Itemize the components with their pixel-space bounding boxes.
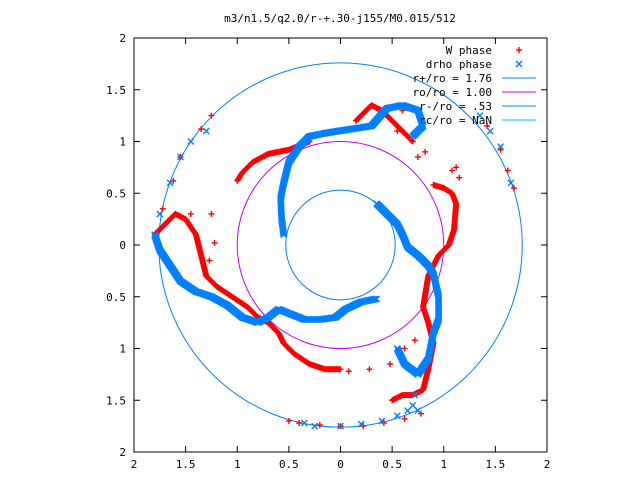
x-tick-label: 0.5 xyxy=(279,458,299,471)
x-tick-label: 0 xyxy=(337,458,344,471)
cross-point-b xyxy=(409,401,417,409)
cross-point-b xyxy=(411,391,419,399)
cross-point-b xyxy=(300,419,308,427)
cross-point-b xyxy=(279,228,287,236)
cross-point-b xyxy=(156,210,164,218)
cross-point-b xyxy=(357,420,365,428)
x-tick-label: 1 xyxy=(234,458,241,471)
y-tick-label: 0.5 xyxy=(106,291,126,304)
cross-point-b xyxy=(393,412,401,420)
cross-point-b xyxy=(515,60,523,68)
axis-ticks: 2 1.5 1 0.5 0 0.5 1 1.5 221.510.500.511.52 xyxy=(106,32,550,471)
cross-point-b xyxy=(280,231,288,239)
data-series xyxy=(151,101,517,430)
cross-point-b xyxy=(311,422,319,430)
circle-0.53 xyxy=(285,189,396,301)
y-tick-label: 0 xyxy=(119,239,126,252)
cross-point-b xyxy=(378,417,386,425)
cross-point-b xyxy=(337,422,344,430)
x-tick-label: 2 xyxy=(131,458,138,471)
cross-point-b xyxy=(373,295,381,303)
y-tick-label: 2 xyxy=(119,446,126,459)
cross-point-b xyxy=(476,112,484,120)
legend-label: drho phase xyxy=(426,58,492,71)
x-tick-label: 0.5 xyxy=(382,458,402,471)
y-tick-label: 1 xyxy=(119,343,126,356)
cross-point-b xyxy=(187,138,195,145)
x-tick-label: 1.5 xyxy=(485,458,505,471)
legend-label: ro/ro = 1.00 xyxy=(413,86,492,99)
y-tick-label: 1.5 xyxy=(106,394,126,407)
cross-point-b xyxy=(507,179,515,187)
cross-point-b xyxy=(414,407,422,415)
cross-point-b xyxy=(404,407,412,415)
legend-label: r+/ro = 1.76 xyxy=(413,72,492,85)
x-tick-label: 2 xyxy=(544,458,551,471)
cross-point-b xyxy=(166,179,174,187)
y-tick-label: 0.5 xyxy=(106,187,126,200)
cross-point-b xyxy=(202,127,210,135)
y-tick-label: 2 xyxy=(119,32,126,45)
cross-point-b xyxy=(497,143,505,151)
cross-point-b xyxy=(176,153,184,161)
legend-label: W phase xyxy=(446,44,492,57)
series-drho-phase xyxy=(151,101,515,430)
x-tick-label: 1.5 xyxy=(176,458,196,471)
cross-point-b xyxy=(280,229,288,237)
y-tick-label: 1 xyxy=(119,136,126,149)
cross-point-b xyxy=(486,127,494,135)
y-tick-label: 1.5 xyxy=(106,84,126,97)
cross-point-b xyxy=(373,200,381,208)
chart-title: m3/n1.5/q2.0/r-+.30-j155/M0.015/512 xyxy=(224,12,456,25)
legend-label: r-/ro = .53 xyxy=(419,100,492,113)
series-w-phase xyxy=(151,102,517,430)
x-tick-label: 1 xyxy=(440,458,447,471)
legend-label: rc/ro = NaN xyxy=(419,114,492,127)
circle-1 xyxy=(236,141,445,349)
